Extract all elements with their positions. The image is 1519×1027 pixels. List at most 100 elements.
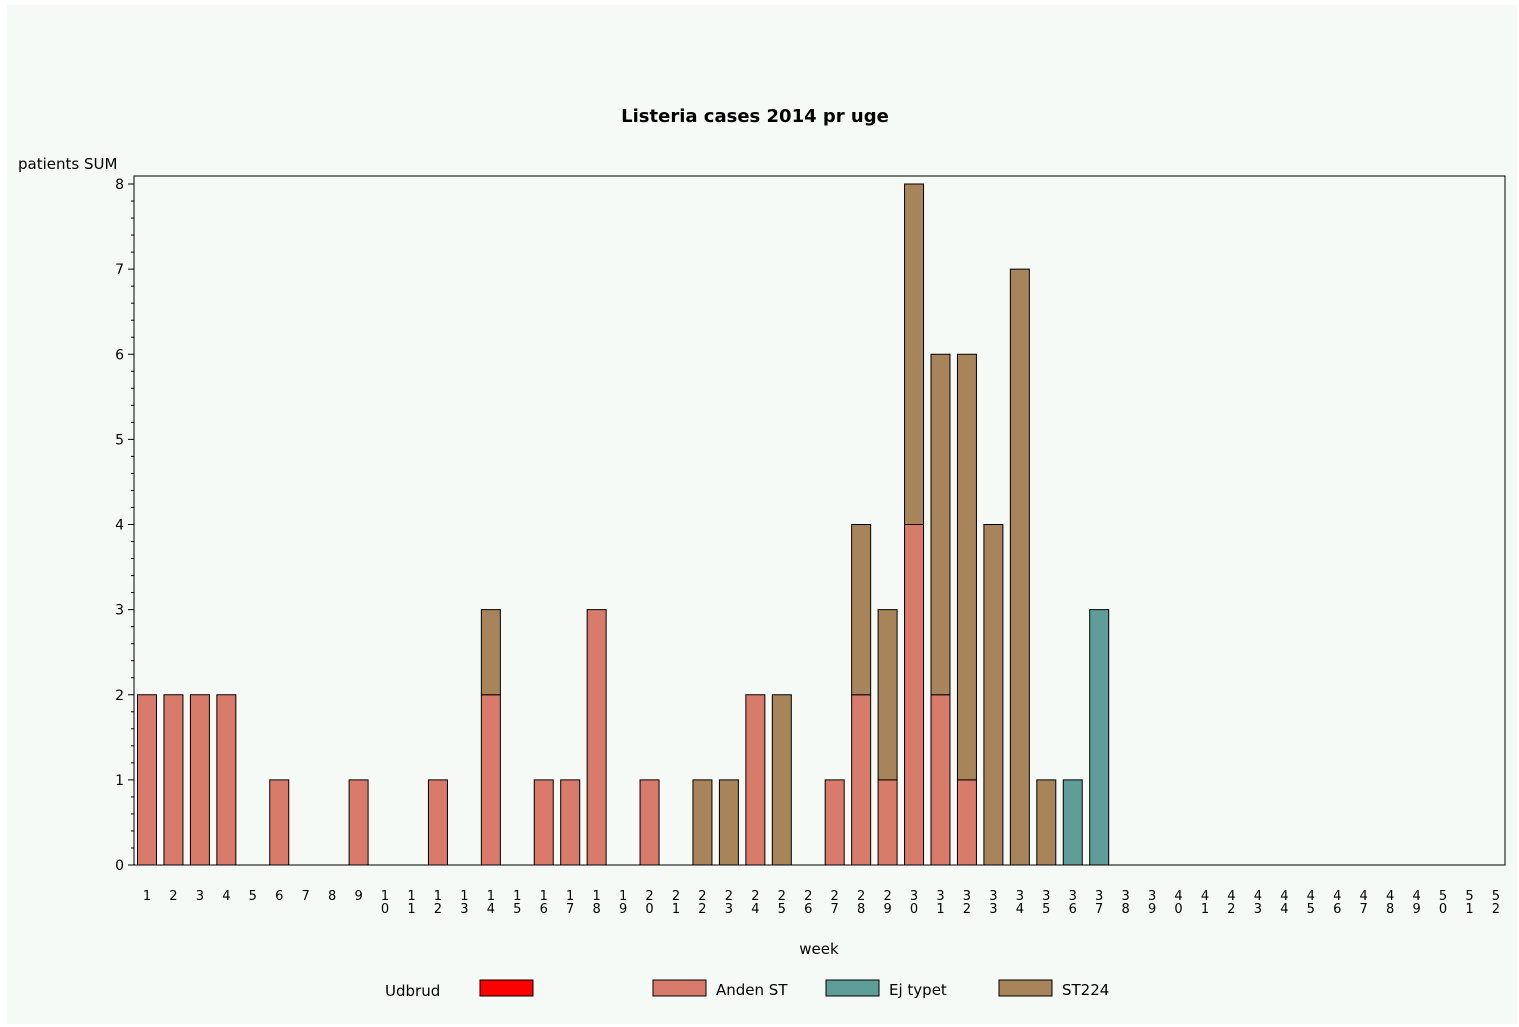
x-tick-label: 5	[249, 889, 257, 904]
bar-segment	[163, 694, 184, 866]
bar-segment	[560, 779, 581, 866]
bar-segment	[983, 524, 1004, 866]
y-tick-label: 2	[115, 688, 124, 704]
x-tick-label: 6	[275, 889, 283, 904]
y-tick-label: 5	[115, 432, 124, 448]
bar-segment	[851, 694, 872, 866]
bar-segment	[189, 694, 210, 866]
y-tick-label: 3	[115, 603, 124, 619]
y-tick-label: 1	[115, 773, 124, 789]
bar-segment	[692, 779, 713, 866]
bar-segment	[745, 694, 766, 866]
y-tick-label: 4	[115, 518, 124, 534]
bar-segment	[930, 694, 951, 866]
x-tick-label: 7	[302, 889, 310, 904]
x-tick-label: 9	[354, 889, 362, 904]
bar-segment	[1089, 609, 1110, 866]
legend-swatch	[825, 979, 880, 997]
x-tick-label: 8	[328, 889, 336, 904]
legend-swatch	[998, 979, 1053, 997]
bar-segment	[427, 779, 448, 866]
bar-segment	[533, 779, 554, 866]
legend-swatch	[652, 979, 707, 997]
legend-label: Anden ST	[716, 981, 788, 999]
bar-segment	[824, 779, 845, 866]
legend-swatch	[479, 979, 534, 997]
bar-segment	[851, 524, 872, 696]
bar-segment	[137, 694, 157, 866]
legend: Udbrud Anden ST Ej typet ST224	[385, 979, 1109, 1000]
x-tick-label: 4	[222, 889, 230, 904]
y-axis-label: patients SUM	[18, 155, 117, 173]
bar-segment	[480, 609, 501, 696]
bar-segment	[718, 779, 739, 866]
y-tick-label: 6	[115, 347, 124, 363]
bar-segment	[877, 779, 898, 866]
bar-segment	[586, 609, 607, 866]
x-axis-label: week	[799, 940, 839, 958]
bar-segment	[877, 609, 898, 781]
x-tick-label: 2	[169, 889, 177, 904]
y-tick-label: 0	[115, 858, 124, 874]
bar-segment	[956, 353, 977, 781]
bar-segment	[269, 779, 290, 866]
bar-segment	[1062, 779, 1083, 866]
bar-segment	[480, 694, 501, 866]
plot-frame	[133, 175, 1506, 866]
bar-segment	[904, 183, 925, 525]
bar-segment	[956, 779, 977, 866]
bar-segment	[1009, 268, 1030, 866]
bar-segment	[771, 694, 792, 866]
bar-segment	[1036, 779, 1057, 866]
bar-segment	[904, 524, 925, 866]
y-tick-label: 8	[115, 177, 124, 193]
legend-title: Udbrud	[385, 982, 440, 1000]
bar-segment	[348, 779, 369, 866]
y-tick-label: 7	[115, 262, 124, 278]
bar-segment	[639, 779, 660, 866]
chart-background	[7, 5, 1517, 1024]
bar-segment	[930, 353, 951, 696]
legend-label: Ej typet	[889, 981, 947, 999]
x-tick-label: 1	[143, 889, 151, 904]
